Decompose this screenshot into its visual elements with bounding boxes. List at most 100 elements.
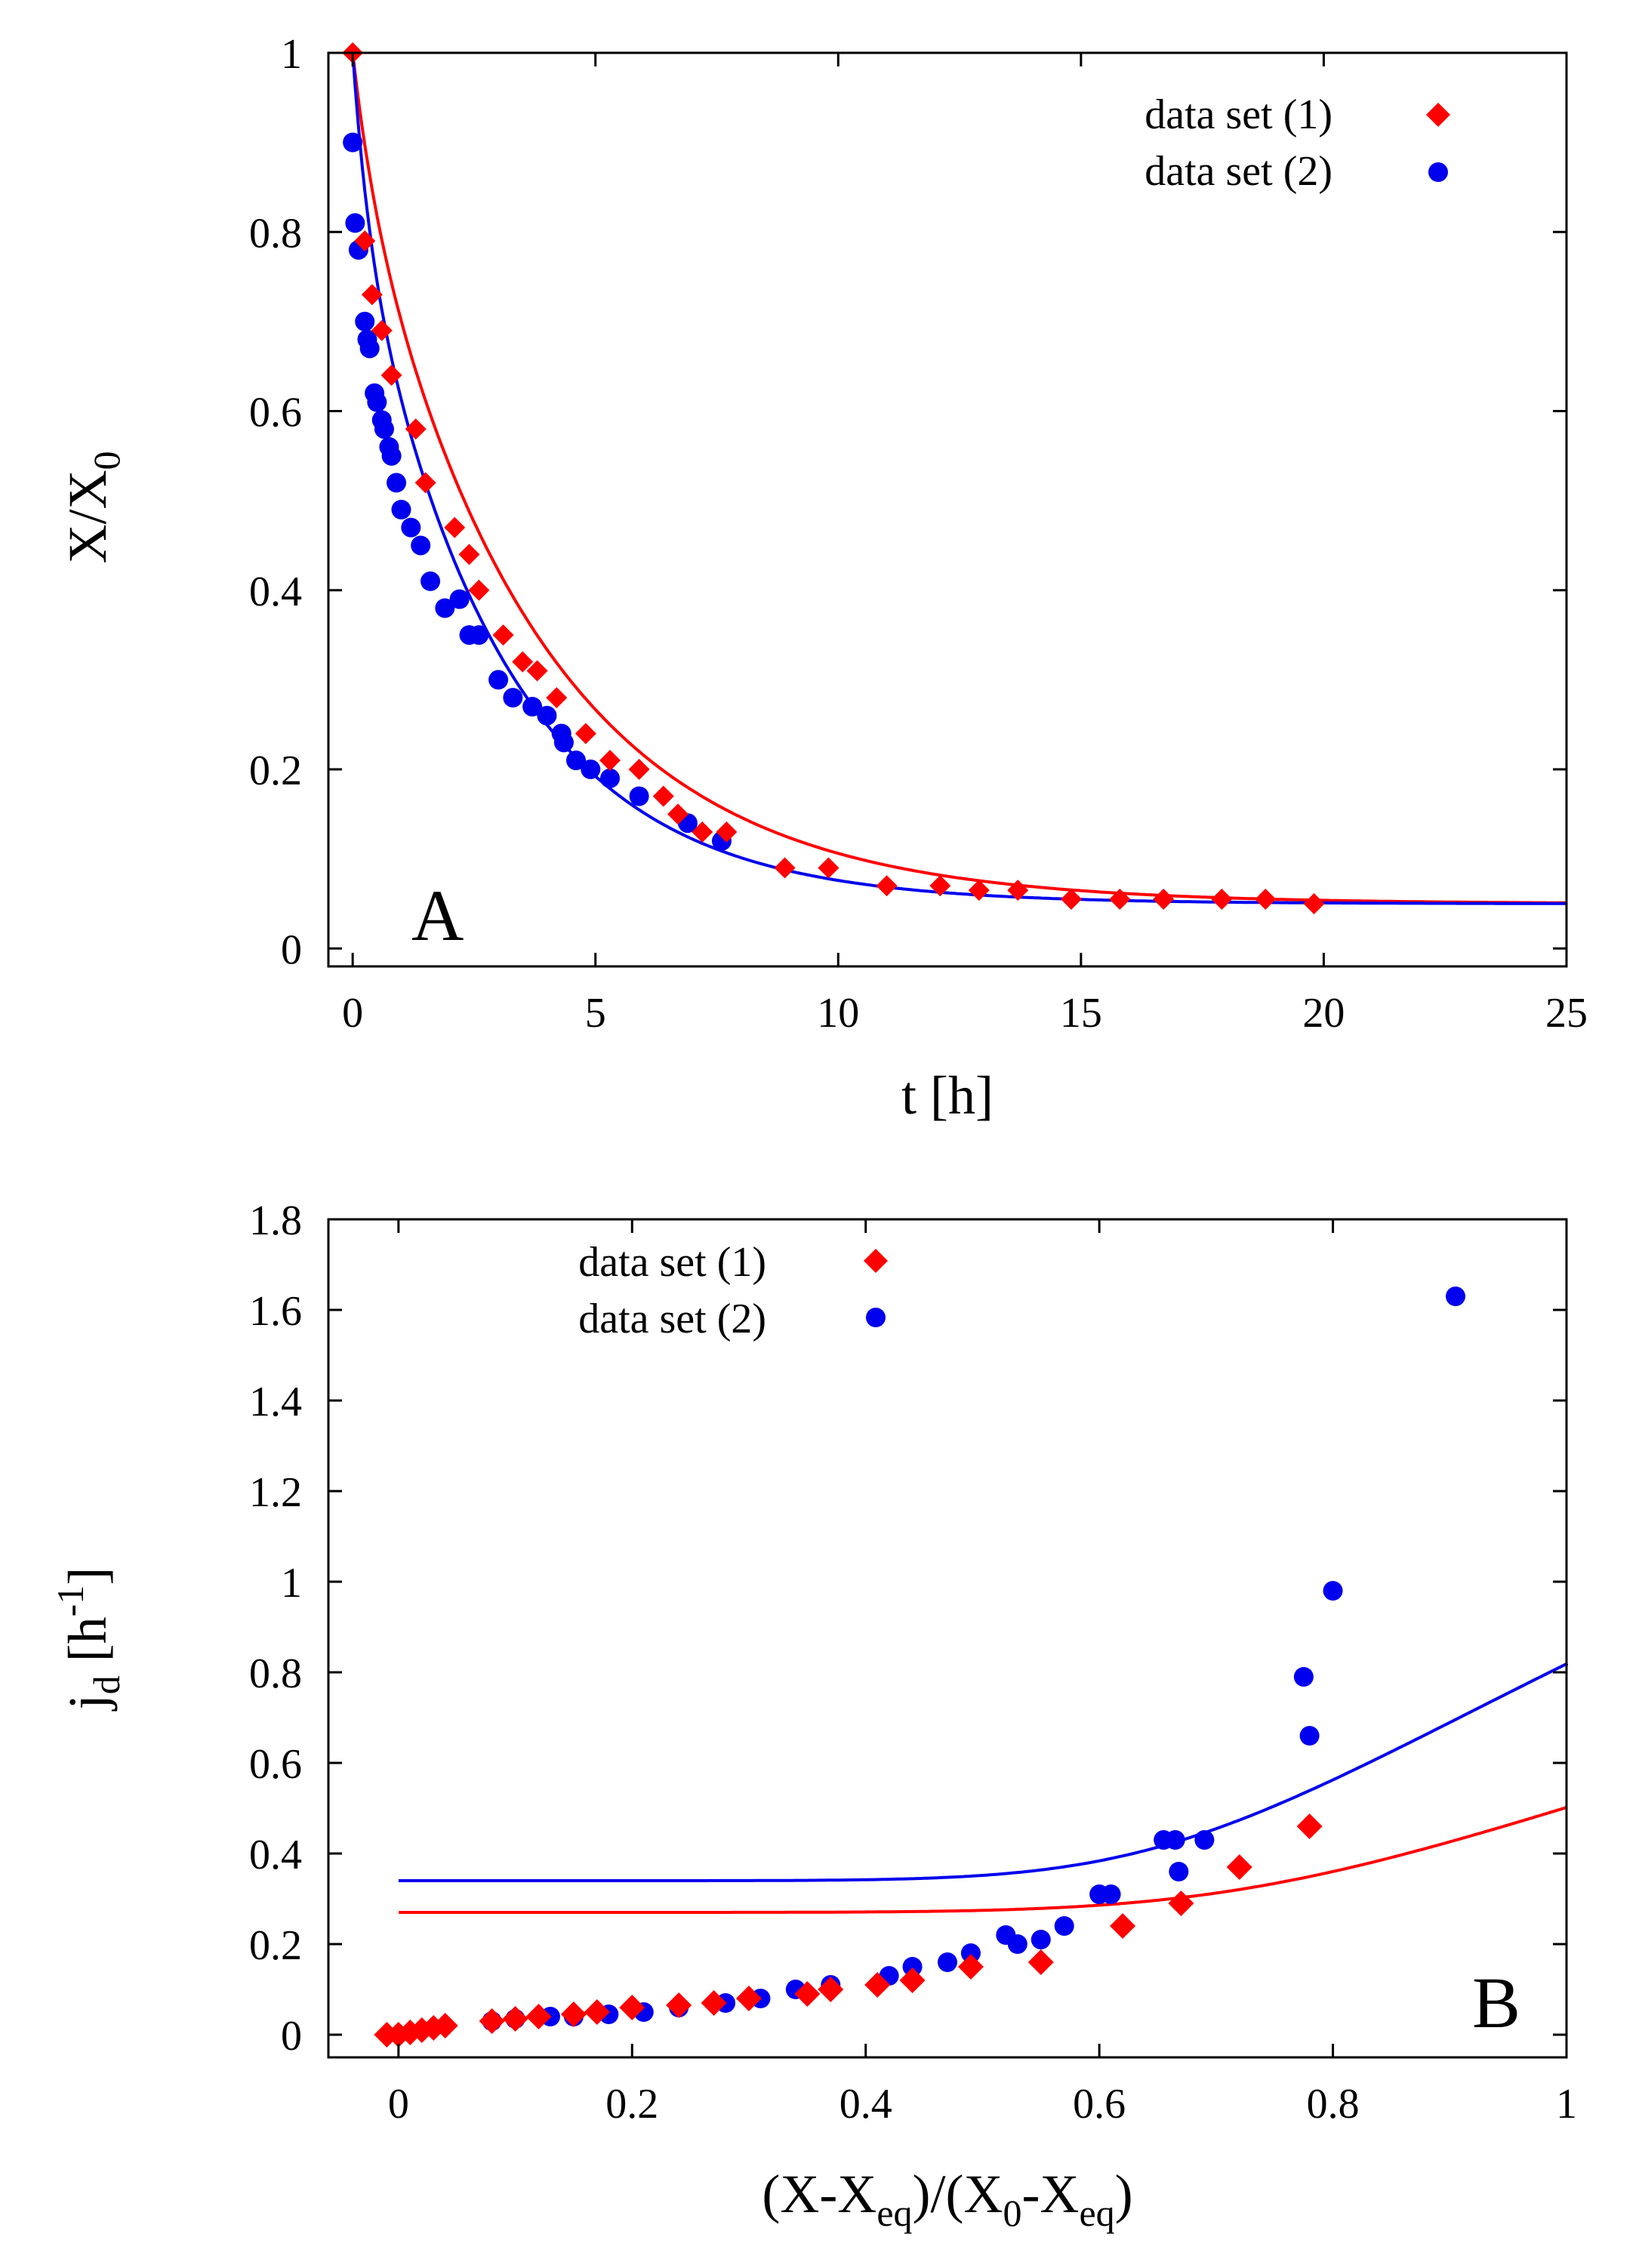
panel-b-fit-curve-2 [398,1662,1568,1882]
panel-b-point-set2 [1054,1916,1074,1936]
panel-a-point-set1 [667,803,689,825]
panel-b-point-set2 [1007,1934,1027,1954]
panel-a-point-set1 [1303,892,1325,914]
panel-a-point-set1 [716,821,738,843]
panel-b-xtick-label: 0 [388,2081,409,2128]
panel-b-xtick-label: 0.4 [839,2081,892,2128]
panel-b-point-set2 [1323,1581,1343,1601]
panel-b-ytick-label: 1.4 [249,1379,302,1425]
panel-b-ytick-label: 1.6 [249,1288,302,1335]
panel-b-point-set1 [502,2006,528,2032]
panel-b-ytick-label: 0.8 [249,1650,302,1697]
panel-b-point-set1 [864,1972,891,1998]
panel-b-xtick-label: 0.8 [1307,2081,1360,2128]
panel-a-xtick-label: 0 [342,990,363,1037]
panel-a-point-set1 [575,723,596,744]
panel-b-legend-label-1: data set (1) [578,1239,766,1286]
panel-b-ytick-label: 0.4 [249,1832,302,1878]
panel-a-point-set1 [468,579,490,601]
panel-a-point-set1 [628,759,650,781]
panel-a-point-set1 [414,472,436,494]
panel-a-point-set2 [503,688,523,708]
panel-b-point-set1 [479,2008,505,2034]
panel-a-point-set1 [1007,880,1029,901]
panel-a-xtick-label: 5 [585,990,606,1037]
panel-a-point-set1 [929,875,951,897]
panel-b-point-set2 [1194,1830,1215,1850]
panel-a-point-set2 [629,786,649,806]
panel-a-point-set2 [355,311,375,331]
panel-a-legend-marker-1 [1426,103,1450,127]
panel-b-point-set1 [1168,1891,1194,1916]
panel-a-point-set1 [692,821,713,843]
panel-b-ytick-label: 0.6 [249,1741,302,1788]
panel-a-point-set1 [1255,889,1277,911]
panel-b-point-set1 [560,2001,587,2027]
panel-a-point-set1 [526,660,548,682]
panel-a-point-set2 [566,750,586,771]
panel-b-legend-label-2: data set (2) [578,1296,766,1342]
panel-a-legend-label-1: data set (1) [1144,91,1332,138]
panel-a-xtick-label: 10 [817,990,859,1037]
panel-b-ylabel: jd [h-1] [49,1567,128,1712]
panel-b-point-set2 [902,1957,923,1977]
panel-a-point-set2 [435,598,455,618]
panel-b-legend: data set (1) data set (2) [578,1239,888,1342]
panel-b-point-set2 [1030,1930,1051,1949]
panel-b-point-set1 [1226,1854,1252,1880]
panel-a-point-set1 [876,875,898,897]
panel-a-point-set1 [380,365,402,387]
panel-b-point-set2 [1299,1726,1320,1746]
panel-a-point-set2 [381,445,402,466]
panel-b-point-set2 [938,1952,957,1972]
panel-a-point-set2 [401,517,421,538]
svg-text:(X-Xeq)/(X0-Xeq): (X-Xeq)/(X0-Xeq) [762,2164,1132,2234]
panel-a-point-set2 [581,760,601,780]
panel-a-point-set2 [359,338,380,359]
panel-a-point-set1 [512,651,534,673]
panel-a-fit-curve-2 [351,52,1567,905]
panel-b-fit-curve-1 [399,1806,1568,1914]
svg-text:t [h]: t [h] [901,1065,994,1126]
panel-a-point-set1 [652,785,674,807]
panel-b-point-set1 [701,1990,727,2016]
panel-b-point-set1 [1296,1813,1323,1839]
panel-a-point-set1 [371,319,393,341]
panel-b-point-set1 [794,1981,821,2007]
panel-a-label: A [411,875,464,956]
panel-a-point-set2 [345,213,365,233]
panel-a-xtick-label: 25 [1545,990,1588,1037]
panel-b-chart: 0 0.2 0.4 0.6 0.8 1 0 0.2 0.4 0.6 0.8 1 1.2 1.4 1.6 1.8… [49,1197,1577,2234]
panel-a-point-set2 [469,625,489,646]
panel-b-point-set2 [960,1943,981,1963]
panel-a-legend: data set (1) data set (2) [1144,91,1450,195]
panel-a-point-set1 [818,857,839,879]
panel-a-point-set2 [374,419,394,439]
panel-a-fit-curve-1 [351,52,1567,904]
panel-b-xlabel: (X-Xeq)/(X0-Xeq) [762,2164,1132,2234]
panel-a-point-set2 [411,535,431,556]
panel-a-point-set2 [553,732,574,753]
panel-a-point-set2 [421,571,441,591]
panel-b-point-set1 [432,2013,458,2038]
panel-a-point-set2 [522,696,543,716]
panel-a-point-set1 [1061,889,1082,911]
panel-b-label: B [1472,1962,1520,2043]
panel-b-ytick-label: 1.8 [249,1197,302,1244]
panel-b-point-set1 [899,1968,926,1993]
panel-b-point-set2 [1165,1830,1185,1850]
panel-b-point-set2 [1293,1667,1314,1687]
panel-b-point-set2 [1101,1884,1121,1904]
panel-a-point-set2 [449,589,470,609]
panel-a-point-set1 [1109,889,1131,911]
panel-a-point-set2 [600,768,621,788]
panel-a-point-set2 [537,705,557,726]
panel-b-point-set1 [525,2004,552,2029]
panel-b-xtick-label: 0.2 [605,2081,658,2128]
panel-a-ytick-label: 0.8 [249,210,302,257]
panel-b-xtick-label: 1 [1556,2081,1577,2128]
panel-b-point-set1 [619,1995,645,2020]
panel-a-point-set1 [492,624,514,646]
panel-b-xtick-label: 0.6 [1073,2081,1126,2128]
